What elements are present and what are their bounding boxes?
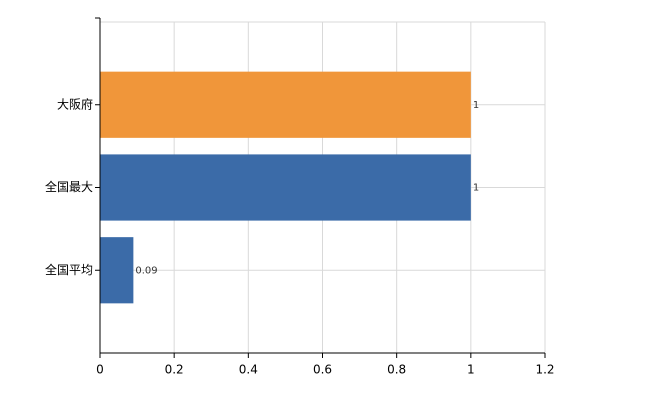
bar (100, 71, 471, 138)
x-tick-label: 0.4 (239, 363, 258, 377)
x-tick-label: 1.2 (535, 363, 554, 377)
x-tick-label: 0.6 (313, 363, 332, 377)
bar (100, 237, 134, 304)
x-tick-label: 1 (467, 363, 475, 377)
x-tick-label: 0.2 (165, 363, 184, 377)
bar (100, 154, 471, 221)
value-label: 1 (473, 100, 479, 111)
y-tick-label: 全国平均 (45, 262, 93, 277)
y-tick-label: 全国最大 (45, 179, 93, 194)
value-label: 1 (473, 183, 479, 194)
y-tick-label: 大阪府 (57, 96, 93, 111)
value-label: 0.09 (135, 265, 157, 276)
x-tick-label: 0 (96, 363, 104, 377)
x-tick-label: 0.8 (387, 363, 406, 377)
